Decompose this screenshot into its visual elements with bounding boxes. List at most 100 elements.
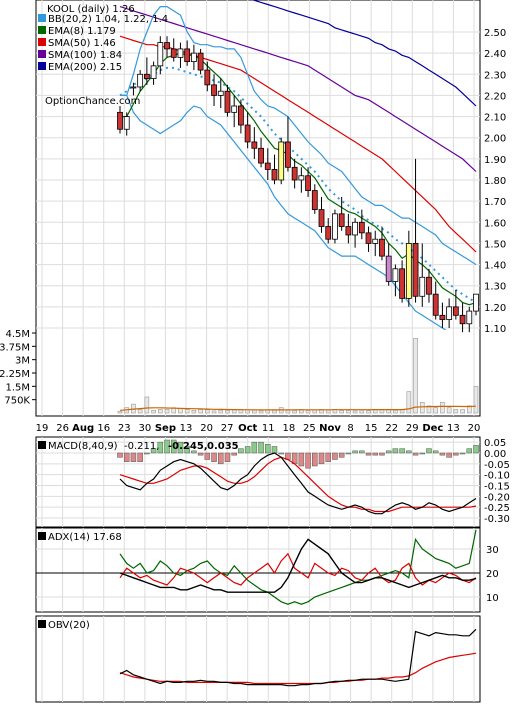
macd-series (117, 439, 479, 515)
adx-tick-label: 10 (486, 593, 499, 604)
legend-swatch (38, 26, 46, 34)
volume-bar (144, 396, 150, 414)
x-tick-label: 23 (118, 423, 131, 434)
candle-body (305, 175, 311, 191)
price-tick-label: 1.50 (484, 239, 506, 250)
candle-body (264, 162, 271, 170)
macd-histogram-bar (325, 452, 331, 462)
macd-legend-swatch (38, 441, 46, 449)
volume-bar (158, 409, 163, 414)
volume-bar (292, 410, 297, 414)
volume-bar (406, 391, 412, 414)
macd-histogram-bar (278, 452, 284, 455)
macd-histogram-value: 0.035 (207, 441, 239, 452)
price-tick-label: 1.90 (484, 155, 506, 166)
candle-body (372, 238, 379, 244)
candle-body (224, 90, 231, 113)
macd-histogram-bar (204, 452, 211, 460)
legend-swatch (38, 50, 46, 58)
macd-histogram-bar (432, 450, 439, 454)
macd-histogram-bar (466, 448, 473, 454)
macd-histogram-bar (238, 448, 244, 454)
volume-bar (325, 409, 331, 414)
adx-series (119, 529, 477, 605)
chart-title: KOOL (daily) 1.26 (47, 4, 135, 15)
candle-body (392, 268, 399, 282)
obv-label: OBV(20) (48, 620, 90, 631)
volume-bar (339, 410, 344, 414)
candle-body (285, 141, 291, 168)
volume-bar (231, 409, 237, 414)
macd-tick-label: -0.10 (484, 471, 510, 482)
macd-histogram-bar (150, 448, 157, 454)
price-tick-label: 1.20 (484, 303, 506, 314)
x-tick-label: Dec (422, 423, 443, 434)
volume-bar (285, 410, 291, 414)
candle-body (473, 293, 479, 312)
volume-bar (211, 410, 217, 414)
candle-body (117, 111, 123, 130)
legend-entry: SMA(50) 1.46 (48, 38, 116, 49)
macd-tick-label: -0.20 (484, 492, 510, 503)
macd-histogram-bar (352, 450, 358, 454)
legend-swatch (38, 38, 46, 46)
volume-bar (137, 409, 143, 414)
macd-histogram-bar (305, 452, 311, 469)
volume-tick-label: 3M (15, 356, 30, 367)
volume-bar (198, 409, 203, 414)
candle-body (291, 166, 298, 181)
macd-histogram-bar (359, 450, 365, 454)
candle-body (157, 42, 164, 67)
macd-histogram-bar (312, 452, 318, 467)
x-tick-label: 26 (56, 423, 69, 434)
candle-body (130, 86, 137, 89)
obv-line (119, 628, 477, 687)
x-tick-label: 11 (262, 423, 275, 434)
volume-bar (399, 409, 405, 414)
macd-label: MACD(8,40,9) (48, 441, 118, 452)
volume-average-line (119, 405, 477, 411)
volume-bar (419, 402, 425, 414)
x-tick-label: Nov (319, 423, 341, 434)
volume-bar (359, 409, 365, 414)
macd-histogram-bar (399, 448, 405, 454)
macd-panel-frame (35, 436, 481, 528)
candle-body (446, 306, 453, 320)
macd-histogram-bar (412, 452, 419, 456)
volume-bars (117, 338, 479, 414)
candlesticks (117, 36, 479, 333)
volume-bar (151, 410, 156, 414)
adx-minus-di-line (119, 529, 477, 605)
candle-body (238, 105, 244, 126)
volume-bar (225, 410, 230, 414)
adx-plus-di-line (119, 552, 477, 586)
candle-body (184, 48, 191, 63)
obv-panel-frame (35, 615, 481, 703)
macd-histogram-bar (197, 452, 204, 456)
macd-value: -0.211, (124, 441, 159, 452)
x-tick-label: 13 (180, 423, 193, 434)
x-tick-label: 19 (36, 423, 49, 434)
candle-body (385, 255, 392, 282)
price-tick-label: 1.60 (484, 218, 506, 229)
price-tick-label: 1.30 (484, 282, 506, 293)
x-tick-label: Sep (155, 423, 176, 434)
candle-body (177, 48, 184, 58)
macd-histogram-bar (459, 452, 466, 455)
candle-body (352, 221, 358, 236)
candle-body (123, 116, 130, 130)
ema200-line (251, 0, 477, 107)
legend-entry: BB(20,2) 1.04, 1.22, 1.4 (48, 14, 168, 25)
candle-body (412, 243, 419, 297)
obv-series (119, 628, 477, 687)
x-tick-label: 13 (447, 423, 460, 434)
macd-histogram-bar (244, 446, 251, 454)
candle-body (150, 65, 157, 79)
macd-histogram-bar (130, 452, 137, 462)
candle-body (244, 124, 251, 143)
candle-body (278, 141, 285, 181)
macd-histogram-bar (365, 452, 372, 456)
macd-tick-label: -0.05 (484, 460, 510, 471)
price-tick-label: 1.80 (484, 176, 506, 187)
macd-histogram-bar (271, 446, 278, 454)
